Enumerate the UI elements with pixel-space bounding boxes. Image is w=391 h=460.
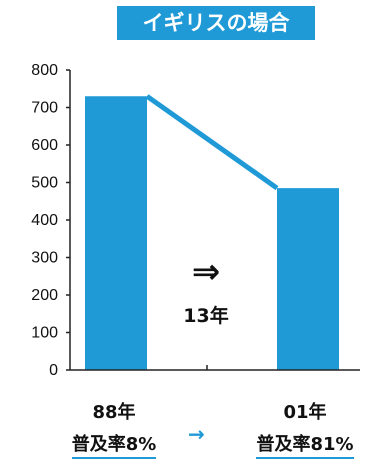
right-arrow-icon: →: [188, 422, 205, 446]
connector-line: [145, 94, 279, 191]
y-axis: 0 100 200 300 400 500 600 700 800: [31, 62, 71, 379]
category-rate-01: 普及率81%: [256, 430, 354, 459]
y-tick-label: 300: [31, 250, 58, 267]
double-arrow-icon: ⇒: [191, 252, 221, 292]
x-axis: [70, 365, 360, 371]
y-tick-label: 0: [49, 362, 58, 379]
category-label-01: 01年 普及率81%: [240, 398, 370, 459]
y-tick-label: 100: [31, 325, 58, 342]
y-tick-label: 200: [31, 287, 58, 304]
bars: [85, 96, 339, 370]
category-rate-88: 普及率8%: [71, 430, 157, 459]
y-tick-label: 800: [31, 62, 58, 79]
category-year-88: 88年: [92, 402, 136, 423]
chart-title: イギリスの場合: [117, 6, 315, 40]
bar-1: [277, 188, 339, 370]
bar-0: [85, 96, 147, 370]
y-tick-label: 400: [31, 212, 58, 229]
y-tick-label: 700: [31, 100, 58, 117]
connector: [145, 94, 279, 191]
category-year-01: 01年: [283, 402, 327, 423]
y-tick-label: 500: [31, 175, 58, 192]
category-label-88: 88年 普及率8%: [54, 398, 174, 459]
duration-label: 13年: [183, 305, 229, 327]
y-tick-label: 600: [31, 137, 58, 154]
